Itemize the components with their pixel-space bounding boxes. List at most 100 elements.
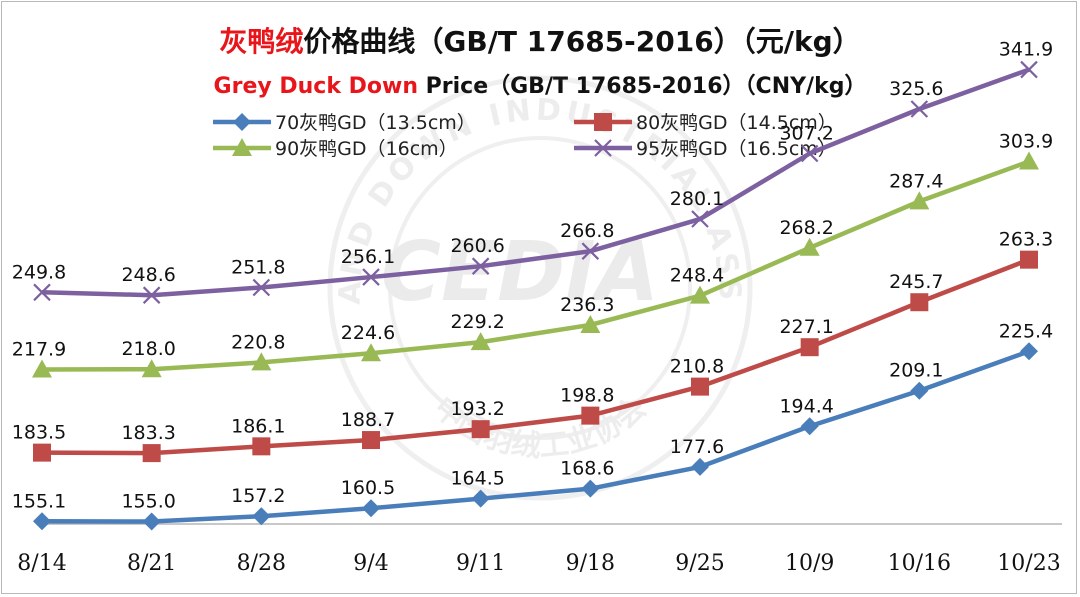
series-2-point-1 <box>33 443 51 462</box>
series-4-point-2 <box>142 286 161 304</box>
x-tick-label: 9/25 <box>675 551 724 576</box>
data-label: 341.9 <box>999 39 1053 61</box>
data-label: 266.8 <box>560 220 614 242</box>
data-label: 177.6 <box>670 436 724 458</box>
legend-label-2: 80灰鸭GD（14.5cm） <box>636 112 837 134</box>
data-label: 209.1 <box>889 360 943 382</box>
data-label: 194.4 <box>779 395 833 417</box>
series-3 <box>32 151 1039 378</box>
series-1-point-10 <box>1020 342 1038 361</box>
x-tick-label: 9/11 <box>456 551 505 576</box>
data-label: 188.7 <box>341 409 395 431</box>
data-label: 164.5 <box>450 468 504 490</box>
series-1 <box>33 342 1038 531</box>
data-label: 229.2 <box>450 311 504 333</box>
series-2-point-6 <box>581 406 600 425</box>
data-label: 193.2 <box>450 398 504 420</box>
data-label: 220.8 <box>231 331 285 353</box>
data-label: 225.4 <box>999 320 1053 342</box>
series-4-point-10 <box>1020 60 1038 79</box>
data-label: 307.2 <box>779 122 833 144</box>
data-label: 236.3 <box>560 294 614 316</box>
title-en-colored: Grey Duck Down <box>213 74 418 99</box>
series-4-point-6 <box>581 242 600 260</box>
series-1-point-8 <box>800 417 819 436</box>
series-3-point-6 <box>580 314 601 333</box>
x-tick-label: 10/23 <box>997 551 1060 576</box>
data-label: 303.9 <box>999 130 1053 152</box>
series-4 <box>33 60 1038 304</box>
series-1-line <box>41 349 1030 524</box>
legend-label-3: 90灰鸭GD（16cm） <box>275 138 458 160</box>
data-label: 224.6 <box>341 322 395 344</box>
x-tick-label: 8/14 <box>17 551 66 576</box>
data-label: 260.6 <box>450 235 504 257</box>
legend-marker-4 <box>594 139 612 157</box>
series-1-point-6 <box>581 479 600 498</box>
watermark-outer-ring <box>327 75 753 501</box>
data-label: 186.1 <box>231 415 285 437</box>
title-cn-colored: 灰鸭绒 <box>219 25 304 58</box>
series-4-line <box>41 67 1030 298</box>
legend-marker-1 <box>233 113 251 131</box>
chart-title-cn: 灰鸭绒价格曲线（GB/T 17685-2016）（元/kg） <box>0 20 1080 60</box>
legend-item-2: 80灰鸭GD（14.5cm） <box>574 112 837 134</box>
series-2-point-8 <box>800 338 819 357</box>
series-2-point-2 <box>142 444 161 463</box>
data-label: 280.1 <box>670 188 724 210</box>
series-4-point-3 <box>252 278 271 297</box>
legend-item-1: 70灰鸭GD（13.5cm） <box>213 112 476 134</box>
data-label: 217.9 <box>12 338 66 360</box>
data-label: 249.8 <box>12 261 66 283</box>
data-label: 245.7 <box>889 271 943 293</box>
data-label: 256.1 <box>341 246 395 268</box>
series-4-point-1 <box>33 283 51 302</box>
data-label: 198.8 <box>560 385 614 407</box>
legend-label-4: 95灰鸭GD（16.5cm） <box>636 138 837 160</box>
data-label: 248.6 <box>121 264 175 286</box>
x-tick-label: 10/16 <box>888 551 951 576</box>
data-label: 287.4 <box>889 170 943 192</box>
title-cn-rest: 价格曲线（GB/T 17685-2016）（元/kg） <box>303 25 861 58</box>
series-4-point-7 <box>691 210 709 228</box>
title-en-rest: Price（GB/T 17685-2016）（CNY/kg） <box>417 74 867 99</box>
data-label: 155.0 <box>121 491 175 513</box>
series-3-point-7 <box>690 285 710 304</box>
series-2-point-10 <box>1020 250 1038 269</box>
series-2-point-9 <box>910 293 929 312</box>
legend-marker-3 <box>232 138 252 156</box>
series-3-line <box>41 159 1030 372</box>
series-3-point-3 <box>251 352 272 371</box>
chart-title-en: Grey Duck Down Price（GB/T 17685-2016）（CN… <box>0 68 1080 100</box>
x-tick-label: 10/9 <box>785 551 834 576</box>
x-tick-label: 8/28 <box>237 551 286 576</box>
x-tick-label: 8/21 <box>127 551 176 576</box>
series-4-point-5 <box>471 257 490 275</box>
series-3-point-2 <box>141 359 162 378</box>
series-3-point-8 <box>799 237 820 256</box>
series-layer <box>32 60 1039 531</box>
data-label: 325.6 <box>889 78 943 100</box>
series-2-point-7 <box>691 377 709 396</box>
series-1-point-9 <box>910 381 929 400</box>
data-label: 168.6 <box>560 458 614 480</box>
series-3-point-4 <box>361 343 381 362</box>
data-label: 155.1 <box>12 490 66 512</box>
series-1-point-4 <box>362 499 380 518</box>
series-1-point-7 <box>691 457 709 476</box>
series-1-point-5 <box>471 489 490 508</box>
series-2-point-4 <box>362 431 380 450</box>
data-labels-layer: 155.1 155.0 157.2 160.5 164.5 168.6 177.6 194.4… <box>12 39 1053 513</box>
series-2-line <box>41 257 1030 456</box>
data-label: 251.8 <box>231 256 285 278</box>
series-2 <box>33 250 1038 463</box>
series-4-point-9 <box>910 100 929 118</box>
data-label: 248.4 <box>670 265 724 287</box>
data-label: 218.0 <box>121 338 175 360</box>
data-label: 263.3 <box>999 229 1053 251</box>
data-label: 160.5 <box>341 477 395 499</box>
legend-label-1: 70灰鸭GD（13.5cm） <box>275 112 476 134</box>
series-2-point-5 <box>471 420 490 439</box>
